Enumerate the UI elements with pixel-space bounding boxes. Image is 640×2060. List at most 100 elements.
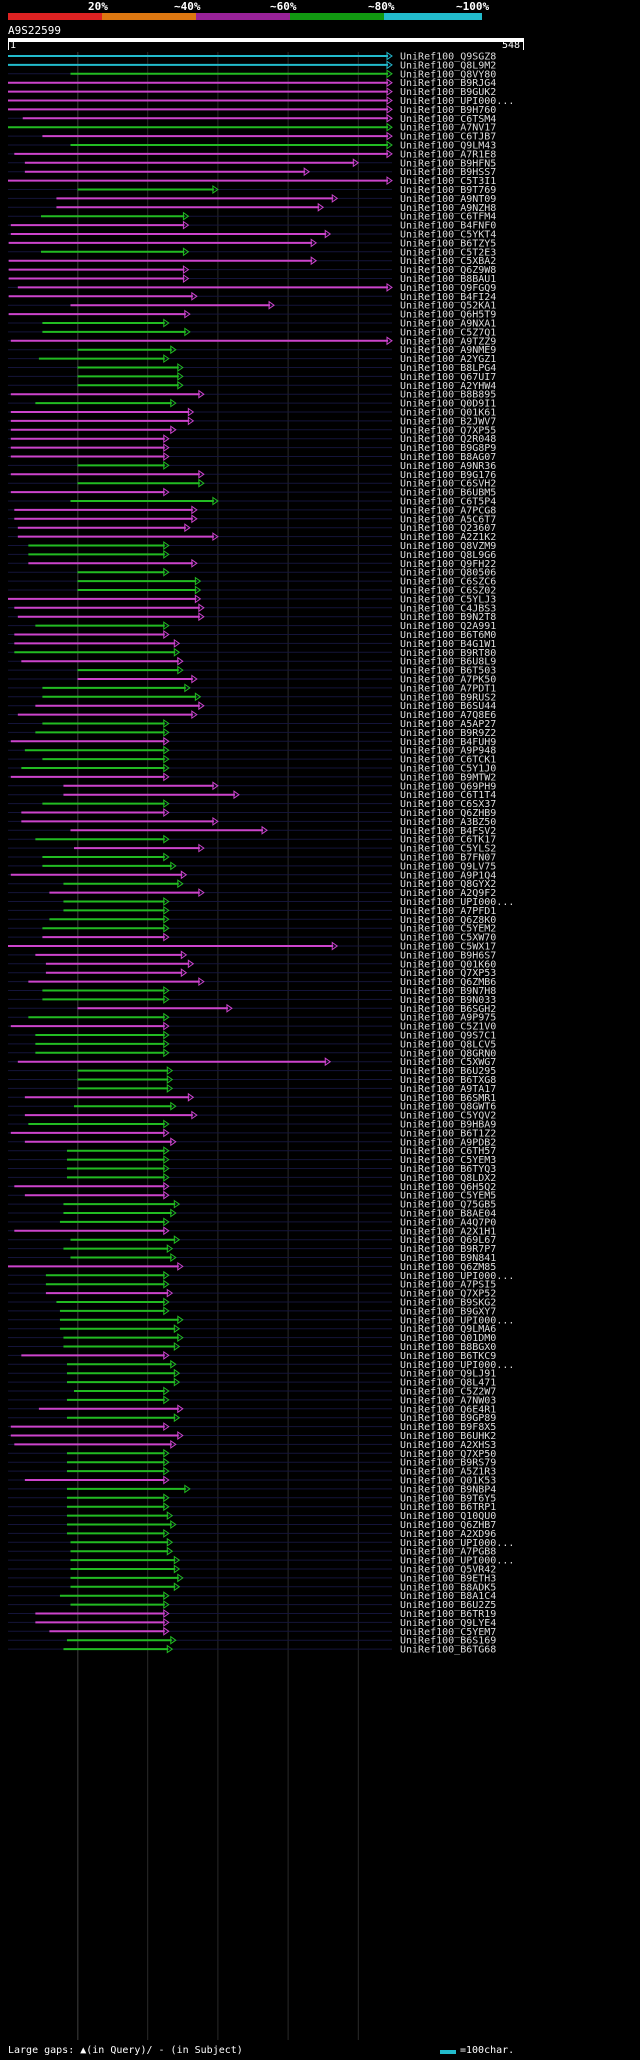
hit-label[interactable]: UniRef100_B6T1Z2 — [400, 1128, 496, 1139]
hit-label[interactable]: UniRef100_B9GP89 — [400, 1413, 496, 1424]
hit-label[interactable]: UniRef100_B6TZY5 — [400, 238, 496, 249]
hit-label[interactable]: UniRef100_B8AE04 — [400, 1209, 496, 1220]
hit-label[interactable]: UniRef100_UPI000... — [400, 1538, 514, 1549]
hit-label[interactable]: UniRef100_Q9FGQ9 — [400, 283, 496, 294]
hit-label[interactable]: UniRef100_Q9LMA6 — [400, 1324, 496, 1335]
hit-label[interactable]: UniRef100_A2XD96 — [400, 1529, 496, 1540]
hit-label[interactable]: UniRef100_B9NBP4 — [400, 1484, 496, 1495]
hit-label[interactable]: UniRef100_C5XW70 — [400, 933, 496, 944]
hit-label[interactable]: UniRef100_B8LPG4 — [400, 363, 496, 374]
hit-label[interactable]: UniRef100_B9HFN5 — [400, 158, 496, 169]
hit-label[interactable]: UniRef100_C5Y1J0 — [400, 764, 496, 775]
hit-label[interactable]: UniRef100_B6TYQ3 — [400, 1164, 496, 1175]
hit-label[interactable]: UniRef100_C6SVH2 — [400, 479, 496, 490]
hit-label[interactable]: UniRef100_A3BZ50 — [400, 817, 496, 828]
hit-label[interactable]: UniRef100_B6UHK2 — [400, 1431, 496, 1442]
hit-label[interactable]: UniRef100_UPI000... — [400, 897, 514, 908]
hit-label[interactable]: UniRef100_B9F8X5 — [400, 1422, 496, 1433]
hit-label[interactable]: UniRef100_C5XBA2 — [400, 256, 496, 267]
hit-label[interactable]: UniRef100_B8AG07 — [400, 452, 496, 463]
hit-label[interactable]: UniRef100_Q2A991 — [400, 621, 496, 632]
hit-label[interactable]: UniRef100_A9P975 — [400, 1013, 496, 1024]
hit-label[interactable]: UniRef100_C5YQV2 — [400, 1111, 496, 1122]
hit-label[interactable]: UniRef100_Q2R048 — [400, 434, 496, 445]
hit-label[interactable]: UniRef100_B6SU44 — [400, 701, 496, 712]
hit-label[interactable]: UniRef100_Q8L9M2 — [400, 60, 496, 71]
hit-label[interactable]: UniRef100_Q01K60 — [400, 959, 496, 970]
hit-label[interactable]: UniRef100_Q23607 — [400, 523, 496, 534]
hit-label[interactable]: UniRef100_UPI000... — [400, 1556, 514, 1567]
hit-label[interactable]: UniRef100_A5Z1R3 — [400, 1467, 496, 1478]
hit-label[interactable]: UniRef100_A9NR36 — [400, 461, 496, 472]
hit-label[interactable]: UniRef100_B9ETH3 — [400, 1573, 496, 1584]
hit-label[interactable]: UniRef100_C6TJB7 — [400, 132, 496, 143]
hit-label[interactable]: UniRef100_C6TCK1 — [400, 755, 496, 766]
hit-label[interactable]: UniRef100_B7FN07 — [400, 853, 496, 864]
hit-label[interactable]: UniRef100_B4FUH9 — [400, 737, 496, 748]
hit-label[interactable]: UniRef100_C5T3I1 — [400, 176, 496, 187]
hit-label[interactable]: UniRef100_B2JWV7 — [400, 416, 496, 427]
hit-label[interactable]: UniRef100_Q6ZHB9 — [400, 808, 496, 819]
hit-label[interactable]: UniRef100_Q6Z9W8 — [400, 265, 496, 276]
hit-label[interactable]: UniRef100_A9P948 — [400, 746, 496, 757]
hit-label[interactable]: UniRef100_A9P1Q4 — [400, 870, 496, 881]
hit-label[interactable]: UniRef100_B9G176 — [400, 470, 496, 481]
hit-label[interactable]: UniRef100_C5XWG7 — [400, 1057, 496, 1068]
hit-label[interactable]: UniRef100_Q6ZMB6 — [400, 977, 496, 988]
hit-label[interactable]: UniRef100_B6U295 — [400, 1066, 496, 1077]
hit-label[interactable]: UniRef100_Q8GRN0 — [400, 1048, 496, 1059]
hit-label[interactable]: UniRef100_B9MTW2 — [400, 772, 496, 783]
hit-label[interactable]: UniRef100_Q67UI7 — [400, 372, 496, 383]
hit-label[interactable]: UniRef100_C6T5P4 — [400, 497, 496, 508]
hit-label[interactable]: UniRef100_Q7XP50 — [400, 1449, 496, 1460]
hit-label[interactable]: UniRef100_C5Z7Q1 — [400, 327, 496, 338]
hit-label[interactable]: UniRef100_B6U2Z5 — [400, 1600, 496, 1611]
hit-label[interactable]: UniRef100_C6SZ02 — [400, 586, 496, 597]
hit-label[interactable]: UniRef100_Q01K53 — [400, 1476, 496, 1487]
hit-label[interactable]: UniRef100_B9N7H8 — [400, 986, 496, 997]
hit-label[interactable]: UniRef100_B6TRP1 — [400, 1502, 496, 1513]
hit-label[interactable]: UniRef100_C5YLJ3 — [400, 594, 496, 605]
hit-label[interactable]: UniRef100_Q8VZM9 — [400, 541, 496, 552]
hit-label[interactable]: UniRef100_Q8L471 — [400, 1378, 496, 1389]
hit-label[interactable]: UniRef100_Q9SGZ8 — [400, 52, 496, 63]
hit-label[interactable]: UniRef100_Q7XP52 — [400, 1289, 496, 1300]
hit-label[interactable]: UniRef100_B6T6M0 — [400, 630, 496, 641]
hit-label[interactable]: UniRef100_Q10QU0 — [400, 1511, 496, 1522]
hit-label[interactable]: UniRef100_Q6ZHB7 — [400, 1520, 496, 1531]
hit-label[interactable]: UniRef100_B9G8P9 — [400, 443, 496, 454]
hit-label[interactable]: UniRef100_UPI000... — [400, 1315, 514, 1326]
hit-label[interactable]: UniRef100_C5YLS2 — [400, 844, 496, 855]
hit-label[interactable]: UniRef100_Q9LV75 — [400, 861, 496, 872]
hit-label[interactable]: UniRef100_B9T769 — [400, 185, 496, 196]
hit-label[interactable]: UniRef100_A7NW03 — [400, 1395, 496, 1406]
hit-label[interactable]: UniRef100_UPI000... — [400, 1360, 514, 1371]
hit-label[interactable]: UniRef100_A2XHS3 — [400, 1440, 496, 1451]
hit-label[interactable]: UniRef100_B9HBA9 — [400, 1120, 496, 1131]
hit-label[interactable]: UniRef100_B8ADK5 — [400, 1582, 496, 1593]
hit-label[interactable]: UniRef100_B9HSS7 — [400, 167, 496, 178]
hit-label[interactable]: UniRef100_Q9LJ91 — [400, 1369, 496, 1380]
hit-label[interactable]: UniRef100_B9R9Z2 — [400, 728, 496, 739]
hit-label[interactable]: UniRef100_C6TFM4 — [400, 212, 496, 223]
hit-label[interactable]: UniRef100_A7PSI5 — [400, 1280, 496, 1291]
hit-label[interactable]: UniRef100_A7PCG8 — [400, 505, 496, 516]
hit-label[interactable]: UniRef100_C5T2E3 — [400, 247, 496, 258]
hit-label[interactable]: UniRef100_Q9LM43 — [400, 141, 496, 152]
hit-label[interactable]: UniRef100_B8BAU1 — [400, 274, 496, 285]
hit-label[interactable]: UniRef100_UPI000... — [400, 96, 514, 107]
hit-label[interactable]: UniRef100_C6TH57 — [400, 1146, 496, 1157]
hit-label[interactable]: UniRef100_C6TK17 — [400, 835, 496, 846]
hit-label[interactable]: UniRef100_B9RT80 — [400, 648, 496, 659]
hit-label[interactable]: UniRef100_A4Q7P0 — [400, 1217, 496, 1228]
hit-label[interactable]: UniRef100_B4FI24 — [400, 292, 496, 303]
hit-label[interactable]: UniRef100_B6UBM5 — [400, 488, 496, 499]
hit-label[interactable]: UniRef100_B9N841 — [400, 1253, 496, 1264]
hit-label[interactable]: UniRef100_A9NT09 — [400, 194, 496, 205]
hit-label[interactable]: UniRef100_B4G1W1 — [400, 639, 496, 650]
hit-label[interactable]: UniRef100_Q8LDX2 — [400, 1173, 496, 1184]
hit-label[interactable]: UniRef100_B9RJG4 — [400, 78, 496, 89]
hit-label[interactable]: UniRef100_B9RUS2 — [400, 692, 496, 703]
hit-label[interactable]: UniRef100_A9NME9 — [400, 345, 496, 356]
hit-label[interactable]: UniRef100_Q9LYE4 — [400, 1618, 496, 1629]
